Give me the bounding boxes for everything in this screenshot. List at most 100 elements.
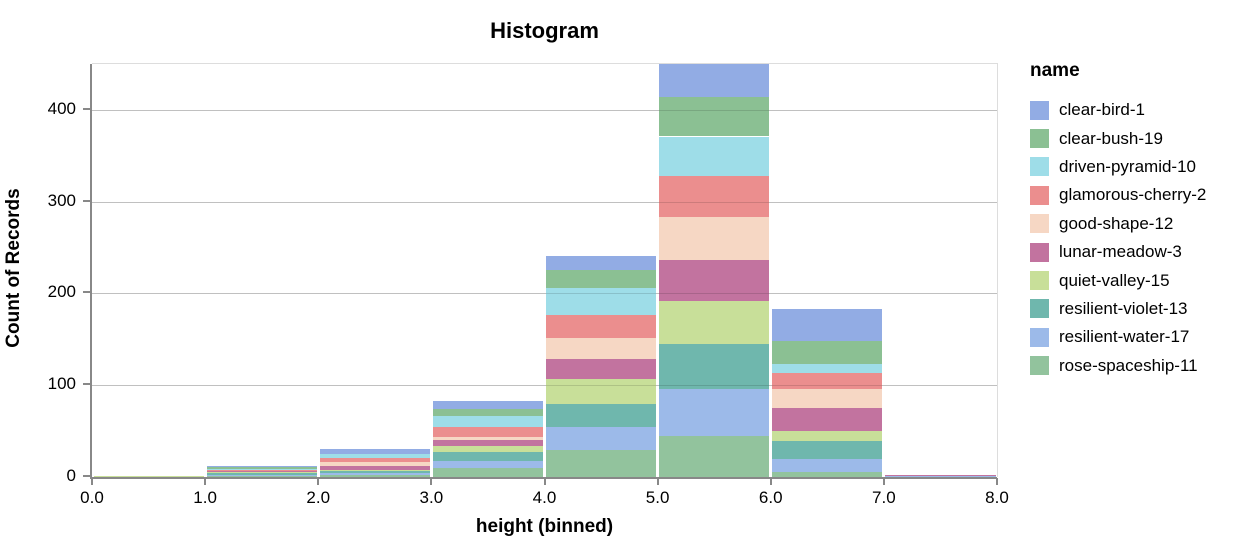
bar-segment-resilient-violet-13-bin4 [546,404,657,427]
y-axis-label-200: 200 [47,282,76,302]
x-axis-label-2.0: 2.0 [306,488,331,507]
y-axis-title: Count of Records [3,188,24,348]
legend-item-resilient-water-17: resilient-water-17 [1030,323,1206,351]
bar-segment-resilient-violet-13-bin1 [206,473,317,476]
bar-segment-glamorous-cherry-2-bin3 [432,426,543,437]
y-axis-tick-300 [83,199,90,202]
bar-segment-glamorous-cherry-2-bin4 [546,315,657,339]
gridline-overlay-y-100 [92,385,997,387]
x-axis-label-1.0: 1.0 [193,488,217,507]
legend-title: name [1030,60,1080,81]
legend-label: good-shape-12 [1059,213,1174,233]
legend-swatch-icon [1030,129,1049,149]
bar-segment-clear-bush-19-bin3 [432,409,543,416]
bar-segment-quiet-valley-15-bin2 [319,469,430,471]
y-axis-domain-line [90,64,92,477]
gridline-overlay-y-400 [92,109,997,111]
bar-segment-lunar-meadow-3-bin2 [319,465,430,470]
x-axis-tick-4.0 [543,478,546,485]
y-axis-label-100: 100 [47,374,76,394]
gridline-y-300 [92,201,997,203]
legend-label: quiet-valley-15 [1059,270,1170,290]
bar-segment-lunar-meadow-3-bin3 [432,440,543,446]
bar-segment-driven-pyramid-10-bin3 [432,415,543,427]
x-axis-tick-7.0 [882,478,885,485]
legend-item-quiet-valley-15: quiet-valley-15 [1030,266,1206,294]
x-axis-label-5.0: 5.0 [645,488,670,507]
legend-swatch-icon [1030,100,1049,120]
bar-segment-resilient-violet-13-bin2 [319,470,430,474]
bar-segment-clear-bush-19-bin1 [206,466,317,469]
legend-item-good-shape-12: good-shape-12 [1030,210,1206,238]
legend-label: lunar-meadow-3 [1059,242,1182,262]
bar-segment-lunar-meadow-3-bin7 [885,475,996,477]
legend-label: resilient-violet-13 [1059,298,1188,318]
bar-segment-clear-bird-1-bin2 [319,449,430,455]
legend-label: glamorous-cherry-2 [1059,185,1207,205]
legend-item-lunar-meadow-3: lunar-meadow-3 [1030,238,1206,266]
chart-title: Histogram [490,18,599,43]
bar-segment-quiet-valley-15-bin0 [93,476,204,477]
bar-segment-resilient-water-17-bin2 [319,473,430,476]
bar-segment-glamorous-cherry-2-bin2 [319,457,430,463]
bar-segment-driven-pyramid-10-bin5 [659,136,770,176]
x-axis-tick-8.0 [996,478,998,485]
legend-swatch-icon [1030,299,1049,319]
bar-segment-glamorous-cherry-2-bin1 [206,469,317,472]
legend-items: clear-bird-1 clear-bush-19 driven-pyramid-… [1030,96,1206,380]
y-axis-tick-200 [83,291,90,294]
legend-label: clear-bird-1 [1059,100,1145,120]
legend-swatch-icon [1030,157,1049,177]
bar-segment-driven-pyramid-10-bin6 [772,364,883,374]
y-axis-label-300: 300 [47,190,76,210]
bar-segment-resilient-violet-13-bin3 [432,452,543,462]
bar-segment-glamorous-cherry-2-bin6 [772,373,883,389]
legend-item-glamorous-cherry-2: glamorous-cherry-2 [1030,181,1206,209]
bar-segment-resilient-water-17-bin4 [546,426,657,451]
bar-segment-rose-spaceship-11-bin5 [659,435,770,477]
legend-item-driven-pyramid-10: driven-pyramid-10 [1030,153,1206,181]
gridline-y-100 [92,385,997,387]
x-axis-tick-2.0 [317,478,320,485]
bar-segment-rose-spaceship-11-bin4 [546,450,657,477]
legend-swatch-icon [1030,356,1049,376]
bar-segment-quiet-valley-15-bin4 [546,378,657,405]
bar-segment-driven-pyramid-10-bin1 [206,468,317,470]
bar-segment-lunar-meadow-3-bin4 [546,358,657,379]
x-axis-tick-3.0 [430,478,433,485]
x-axis-label-0.0: 0.0 [80,488,104,507]
bar-segment-clear-bird-1-bin4 [546,255,657,270]
bar-segment-clear-bush-19-bin5 [659,97,770,137]
bar-segment-good-shape-12-bin4 [546,338,657,359]
gridline-y-200 [92,293,997,295]
bar-segment-rose-spaceship-11-bin1 [206,476,317,477]
bar-segment-lunar-meadow-3-bin1 [206,471,317,473]
bar-segment-lunar-meadow-3-bin5 [659,260,770,301]
bar-segment-clear-bush-19-bin4 [546,269,657,288]
legend-item-clear-bush-19: clear-bush-19 [1030,124,1206,152]
legend-swatch-icon [1030,242,1049,262]
gridline-overlay-y-200 [92,293,997,295]
x-axis-tick-0.0 [91,478,93,485]
bar-segment-quiet-valley-15-bin1 [206,472,317,474]
legend-label: clear-bush-19 [1059,128,1163,148]
x-axis-label-7.0: 7.0 [872,488,896,507]
y-axis-label-0: 0 [66,466,76,485]
bar-segment-quiet-valley-15-bin5 [659,300,770,344]
x-axis-tick-6.0 [769,478,772,485]
legend-item-rose-spaceship-11: rose-spaceship-11 [1030,352,1206,380]
x-axis-label-4.0: 4.0 [532,488,557,507]
bar-segment-resilient-water-17-bin7 [885,476,996,477]
bar-segment-good-shape-12-bin2 [319,462,430,466]
legend-label: resilient-water-17 [1059,327,1190,347]
bar-segment-lunar-meadow-3-bin6 [772,408,883,432]
legend-label: rose-spaceship-11 [1059,355,1198,375]
bar-segment-quiet-valley-15-bin3 [432,445,543,453]
x-axis-title: height (binned) [475,516,614,537]
legend-label: driven-pyramid-10 [1059,156,1196,176]
bar-segment-resilient-water-17-bin1 [206,475,317,477]
y-axis-tick-0 [83,475,90,477]
bar-segment-rose-spaceship-11-bin3 [432,467,543,477]
bar-segment-resilient-water-17-bin5 [659,388,770,436]
y-axis-tick-400 [83,107,90,110]
